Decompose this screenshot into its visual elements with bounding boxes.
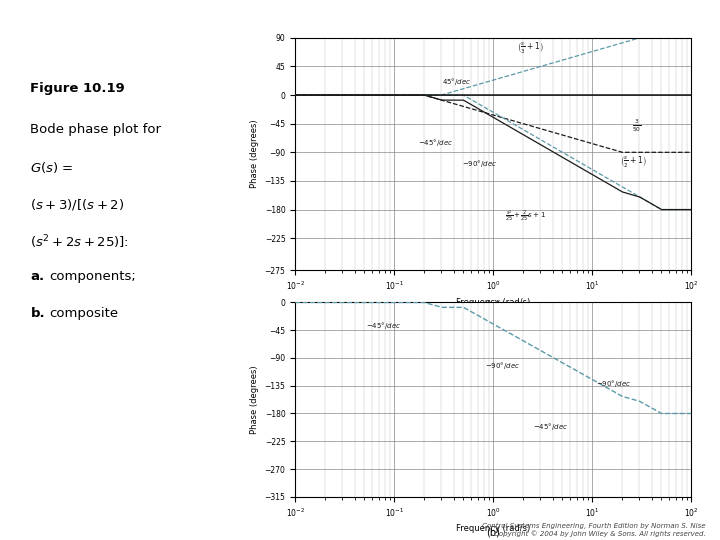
Text: $(s^2 + 2s + 25)]$:: $(s^2 + 2s + 25)]$:: [30, 233, 129, 251]
Text: $-90°/dec$: $-90°/dec$: [596, 378, 631, 389]
Text: $\left(\frac{s}{2}+1\right)$: $\left(\frac{s}{2}+1\right)$: [620, 154, 647, 169]
Text: $-45°/dec$: $-45°/dec$: [533, 421, 568, 432]
Text: $-90°/dec$: $-90°/dec$: [462, 158, 497, 168]
Text: a.: a.: [30, 270, 45, 284]
Text: (b): (b): [486, 528, 500, 538]
Text: $-90°/dec$: $-90°/dec$: [485, 361, 521, 372]
Text: Bode phase plot for: Bode phase plot for: [30, 123, 161, 137]
Text: $-45°/dec$: $-45°/dec$: [418, 137, 453, 147]
Text: $\frac{3}{50}$: $\frac{3}{50}$: [632, 118, 642, 134]
Text: Control Systems Engineering, Fourth Edition by Norman S. Nise
Copyright © 2004 b: Control Systems Engineering, Fourth Edit…: [482, 523, 706, 537]
Text: $\frac{s^2}{25}+\frac{2}{25}s+1$: $\frac{s^2}{25}+\frac{2}{25}s+1$: [505, 209, 546, 224]
X-axis label: Frequency (rad/s): Frequency (rad/s): [456, 524, 531, 534]
Text: $\left(\frac{s}{3}+1\right)$: $\left(\frac{s}{3}+1\right)$: [517, 40, 544, 55]
Text: $G(s)$ =: $G(s)$ =: [30, 160, 73, 175]
Text: (a): (a): [487, 299, 500, 309]
Text: components;: components;: [49, 270, 136, 284]
Text: Figure 10.19: Figure 10.19: [30, 82, 125, 95]
Text: $-45°/dec$: $-45°/dec$: [366, 320, 402, 330]
Text: composite: composite: [49, 307, 118, 320]
Text: b.: b.: [30, 307, 45, 320]
Y-axis label: Phase (degrees): Phase (degrees): [250, 119, 259, 188]
Text: $(s + 3)/[(s +2)$: $(s + 3)/[(s +2)$: [30, 197, 125, 212]
X-axis label: Frequency (rad/s): Frequency (rad/s): [456, 298, 531, 307]
Y-axis label: Phase (degrees): Phase (degrees): [250, 365, 259, 434]
Text: $45°/dec$: $45°/dec$: [441, 76, 471, 87]
